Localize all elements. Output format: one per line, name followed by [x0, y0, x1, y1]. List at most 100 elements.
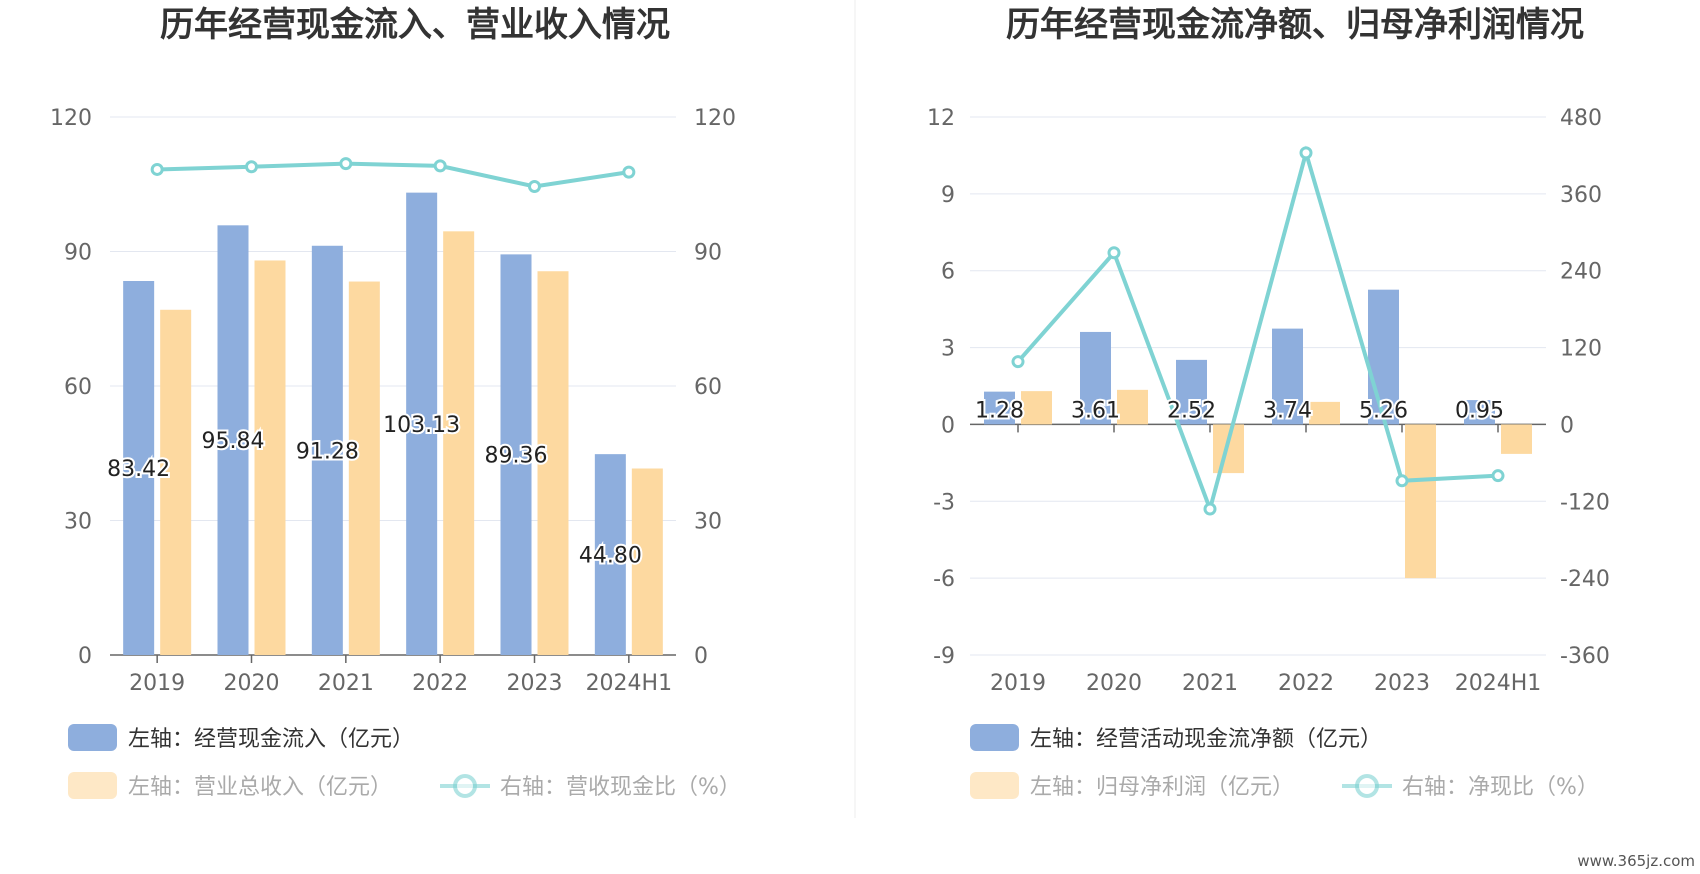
left-chart-panel: 历年经营现金流入、营业收入情况 0 30 60 90 120 0 30 60 90 120 2019 2… — [50, 5, 741, 800]
ratio-point — [150, 162, 164, 176]
x-axis-tick-label: 2022 — [412, 671, 468, 696]
bar-secondary — [537, 271, 569, 655]
right-axis-tick-label: 90 — [694, 241, 722, 266]
bar-secondary — [1021, 391, 1052, 425]
legend-label: 左轴：经营活动现金流净额（亿元） — [1030, 727, 1382, 752]
x-axis-tick-label: 2019 — [990, 671, 1046, 696]
bar-value-label: 3.74 — [1263, 398, 1312, 423]
x-axis-tick-label: 2024H1 — [586, 671, 673, 696]
bar-primary — [217, 225, 249, 656]
right-axis-tick-label: 480 — [1560, 106, 1602, 131]
ratio-line — [1016, 145, 1499, 516]
bar-secondary — [1117, 389, 1148, 425]
bar-value-label: 89.36 — [485, 444, 548, 469]
bar-value-label: 83.42 — [107, 457, 170, 482]
bar-value-label: 44.80 — [579, 544, 642, 569]
ratio-point — [245, 160, 258, 174]
x-axis-tick-label: 2020 — [1086, 671, 1142, 696]
x-axis-tick-label: 2021 — [318, 671, 374, 696]
bar-secondary — [254, 260, 286, 655]
bar-value-label: 91.28 — [296, 439, 359, 464]
bar-primary — [1272, 328, 1303, 425]
right-axis-tick-label: 60 — [694, 375, 722, 400]
x-axis-tick-label: 2023 — [1374, 671, 1430, 696]
bar-primary — [984, 391, 1015, 425]
right-axis-tick-label: -360 — [1560, 644, 1610, 669]
left-axis-tick-label: 9 — [941, 183, 955, 208]
bar-primary — [500, 254, 532, 656]
bar-primary — [1080, 331, 1111, 425]
bar-secondary — [631, 468, 663, 655]
x-axis-tick-label: 2024H1 — [1455, 671, 1542, 696]
right-axis-tick-label: 240 — [1560, 260, 1602, 285]
bar-primary — [1464, 400, 1495, 425]
watermark: www.365jz.com — [1577, 852, 1695, 870]
bar-secondary — [1501, 424, 1532, 454]
right-axis-tick-label: -240 — [1560, 567, 1610, 592]
bar-value-label: 3.61 — [1071, 398, 1120, 423]
ratio-line — [157, 161, 630, 189]
chart-title: 历年经营现金流净额、归母净利润情况 — [1006, 5, 1584, 45]
legend-swatch — [68, 772, 117, 799]
bar-secondary — [443, 231, 475, 655]
legend-swatch — [970, 724, 1019, 751]
x-axis-tick-label: 2022 — [1278, 671, 1334, 696]
bar-primary — [1176, 359, 1207, 425]
left-axis-tick-label: 0 — [78, 644, 92, 669]
ratio-point — [1395, 474, 1409, 488]
left-axis-tick-label: 60 — [64, 375, 92, 400]
ratio-point — [1491, 469, 1505, 483]
left-axis-tick-label: -9 — [933, 644, 955, 669]
ratio-point — [622, 165, 636, 179]
x-axis-tick-label: 2021 — [1182, 671, 1238, 696]
bar-secondary — [1309, 401, 1340, 425]
left-axis-tick-label: -6 — [933, 567, 955, 592]
left-axis-tick-label: 120 — [50, 106, 92, 131]
left-axis-tick-label: 6 — [941, 260, 955, 285]
bar-secondary — [1405, 424, 1436, 579]
bar-primary — [594, 454, 626, 655]
bar-secondary — [160, 309, 192, 655]
legend-label: 右轴：净现比（%） — [1402, 775, 1599, 800]
x-axis-tick-label: 2020 — [224, 671, 280, 696]
bar-value-label: 0.95 — [1455, 398, 1504, 423]
chart-title: 历年经营现金流入、营业收入情况 — [160, 5, 670, 45]
ratio-point — [1299, 146, 1313, 160]
legend-swatch — [970, 772, 1019, 799]
x-axis-tick-label: 2023 — [507, 671, 563, 696]
legend-label: 左轴：经营现金流入（亿元） — [128, 727, 414, 752]
right-axis-tick-label: 120 — [694, 106, 736, 131]
legend-label: 左轴：归母净利润（亿元） — [1030, 775, 1294, 800]
ratio-point — [1011, 355, 1025, 369]
left-axis-tick-label: 90 — [64, 241, 92, 266]
ratio-point — [339, 157, 353, 171]
bar-value-label: 103.13 — [383, 413, 460, 438]
ratio-point — [1203, 502, 1217, 516]
ratio-point — [528, 179, 541, 193]
x-axis-tick-label: 2019 — [129, 671, 185, 696]
left-axis-tick-label: -3 — [933, 490, 955, 515]
ratio-point — [1107, 246, 1121, 260]
legend-line-marker — [1355, 774, 1379, 798]
right-axis-tick-label: 0 — [694, 644, 708, 669]
right-axis-tick-label: 360 — [1560, 183, 1602, 208]
left-axis-tick-label: 3 — [941, 337, 955, 362]
bar-primary — [123, 281, 155, 655]
right-axis-tick-label: 30 — [694, 510, 722, 535]
bar-secondary — [1213, 424, 1244, 474]
legend-swatch — [68, 724, 117, 751]
bar-primary — [406, 192, 438, 655]
bar-value-label: 2.52 — [1167, 398, 1216, 423]
left-axis-tick-label: 0 — [941, 413, 955, 438]
bar-value-label: 5.26 — [1359, 398, 1408, 423]
ratio-point — [433, 159, 447, 173]
left-axis-tick-label: 30 — [64, 510, 92, 535]
legend-line-marker — [453, 774, 477, 798]
bar-primary — [1368, 289, 1399, 425]
left-axis-tick-label: 12 — [927, 106, 955, 131]
right-axis-tick-label: 0 — [1560, 413, 1574, 438]
legend-label: 左轴：营业总收入（亿元） — [128, 775, 392, 800]
bar-value-label: 1.28 — [975, 398, 1024, 423]
bar-primary — [311, 245, 343, 655]
